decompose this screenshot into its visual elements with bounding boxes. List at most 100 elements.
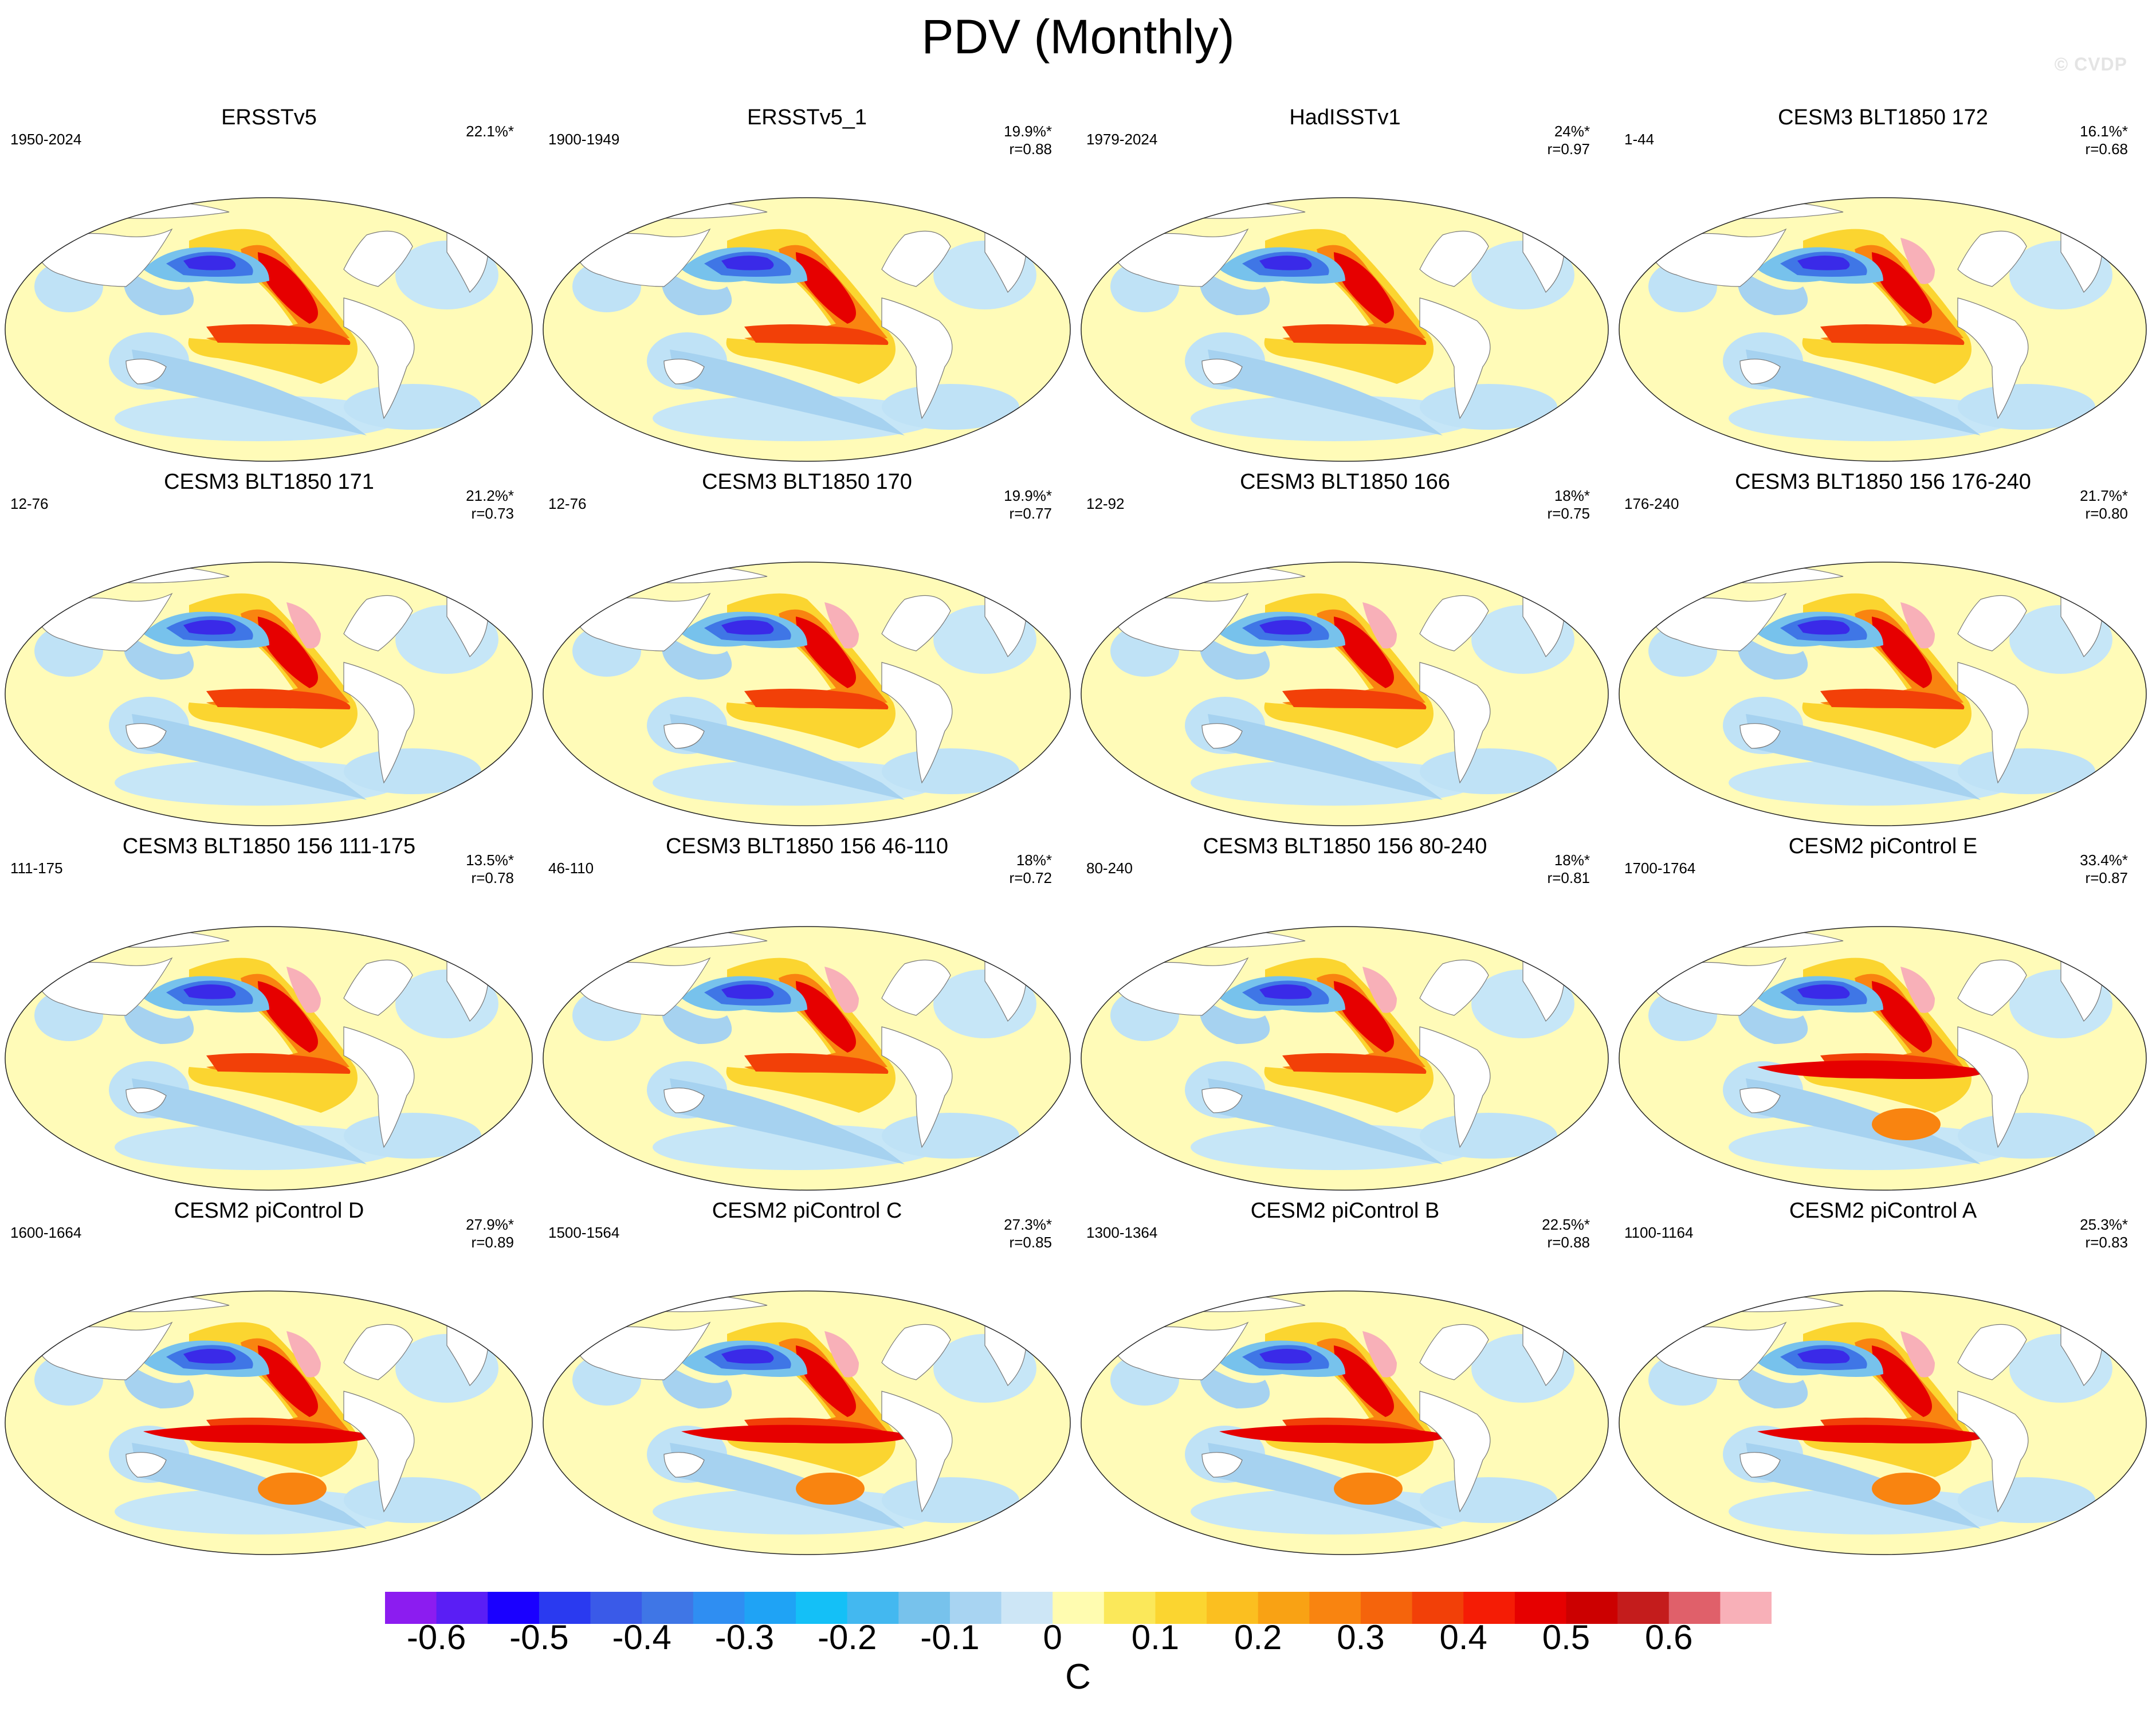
anomaly-contour xyxy=(1191,395,1477,441)
anomaly-contour xyxy=(1757,1060,1986,1079)
map-panel: CESM3 BLT1850 172 1-44 16.1%* r=0.68 xyxy=(1614,97,2152,462)
colorbar-segment xyxy=(1412,1592,1464,1624)
panel-stats: 27.9%* r=0.89 xyxy=(466,1216,514,1251)
colorbar-tick-label: 0.2 xyxy=(1234,1618,1282,1657)
anomaly-contour xyxy=(1729,1124,2015,1170)
variance-explained: 18%* xyxy=(1016,851,1052,869)
pattern-correlation: r=0.88 xyxy=(1009,140,1052,158)
colorbar-segment xyxy=(1309,1592,1361,1624)
panel-title: CESM3 BLT1850 156 176-240 xyxy=(1735,470,2031,494)
anomaly-contour xyxy=(662,634,732,680)
colorbar-segment xyxy=(1617,1592,1670,1624)
panel-stats: 21.7%* r=0.80 xyxy=(2080,487,2128,523)
anomaly-contour xyxy=(1420,384,1557,430)
anomaly-contour xyxy=(258,617,318,688)
panel-stats: 22.1%* xyxy=(466,123,514,140)
colorbar xyxy=(385,1592,1772,1624)
anomaly-contour xyxy=(1334,1473,1403,1505)
panel-title: CESM2 piControl C xyxy=(712,1199,902,1223)
anomaly-contour xyxy=(744,324,889,345)
anomaly-contour xyxy=(662,998,732,1044)
panel-title: CESM2 piControl B xyxy=(1250,1199,1440,1223)
map-panel: ERSSTv5 1950-2024 22.1%* xyxy=(0,97,538,462)
anomaly-contour xyxy=(183,1349,236,1364)
pattern-correlation: r=0.89 xyxy=(471,1234,514,1251)
anomaly-contour xyxy=(1264,593,1434,748)
land-mask xyxy=(1957,959,2027,1016)
variance-explained: 33.4%* xyxy=(2080,851,2128,869)
panel-stats: 18%* r=0.75 xyxy=(1548,487,1590,523)
panel-title: CESM3 BLT1850 156 111-175 xyxy=(122,834,416,858)
colorbar-tick-label: 0.6 xyxy=(1645,1618,1693,1657)
map-outline xyxy=(543,1290,1071,1555)
map-panel: CESM2 piControl D 1600-1664 27.9%* r=0.89 xyxy=(0,1191,538,1555)
colorbar-segment xyxy=(796,1592,848,1624)
map-outline xyxy=(1081,926,1609,1191)
map-outline xyxy=(543,926,1071,1191)
colorbar-tick-label: -0.4 xyxy=(612,1618,671,1657)
anomaly-contour xyxy=(796,1473,865,1505)
anomaly-contour xyxy=(882,1113,1019,1159)
pattern-correlation: r=0.80 xyxy=(2085,505,2128,522)
map-panel: CESM3 BLT1850 166 12-92 18%* r=0.75 xyxy=(1076,462,1614,826)
anomaly-contour xyxy=(721,620,774,635)
pattern-correlation: r=0.77 xyxy=(1009,505,1052,522)
colorbar-segment xyxy=(1566,1592,1618,1624)
anomaly-contour xyxy=(344,748,481,794)
anomaly-contour xyxy=(344,384,481,430)
colorbar-segment xyxy=(1103,1592,1156,1624)
anomaly-contour xyxy=(1746,1078,1981,1164)
anomaly-contour xyxy=(1738,269,1808,315)
variance-explained: 16.1%* xyxy=(2080,123,2128,140)
land-mask xyxy=(343,1391,415,1513)
anomaly-contour xyxy=(1872,1108,1941,1140)
anomaly-contour xyxy=(1738,998,1808,1044)
anomaly-contour xyxy=(1872,981,1932,1053)
anomaly-contour xyxy=(115,1489,401,1535)
map-panel: CESM3 BLT1850 170 12-76 19.9%* r=0.77 xyxy=(538,462,1076,826)
colorbar-segment xyxy=(1463,1592,1515,1624)
anomaly-contour xyxy=(1738,634,1808,680)
anomaly-contour xyxy=(1746,714,1981,800)
anomaly-contour xyxy=(1259,984,1312,999)
pattern-correlation: r=0.83 xyxy=(2085,1234,2128,1251)
anomaly-contour xyxy=(824,967,859,1013)
anomaly-contour xyxy=(124,269,194,315)
map-panel: CESM3 BLT1850 156 46-110 46-110 18%* r=0.72 xyxy=(538,826,1076,1191)
anomaly-contour xyxy=(1820,324,1965,345)
pdv-map xyxy=(5,562,533,826)
anomaly-contour xyxy=(1900,238,1935,284)
map-panel: CESM2 piControl A 1100-1164 25.3%* r=0.83 xyxy=(1614,1191,2152,1555)
anomaly-contour xyxy=(183,256,236,270)
panel-years: 1900-1949 xyxy=(548,131,620,148)
colorbar-tick-label: -0.3 xyxy=(714,1618,775,1657)
pattern-correlation: r=0.78 xyxy=(471,869,514,886)
pattern-correlation: r=0.88 xyxy=(1547,1234,1590,1251)
panel-title: CESM2 piControl D xyxy=(174,1199,364,1223)
panel-years: 1-44 xyxy=(1624,131,1655,148)
land-mask xyxy=(1739,359,1781,384)
land-mask xyxy=(1201,1452,1243,1478)
variance-explained: 21.7%* xyxy=(2080,487,2128,504)
panel-title: HadISSTv1 xyxy=(1289,105,1401,129)
pdv-map xyxy=(1081,197,1609,462)
land-mask xyxy=(125,723,167,749)
variance-explained: 19.9%* xyxy=(1004,487,1052,504)
panel-stats: 19.9%* r=0.88 xyxy=(1004,123,1052,158)
colorbar-segment xyxy=(898,1592,951,1624)
anomaly-contour xyxy=(744,689,889,709)
anomaly-contour xyxy=(1334,617,1394,688)
anomaly-contour xyxy=(1334,1345,1394,1417)
anomaly-contour xyxy=(796,1345,856,1417)
land-mask xyxy=(1201,359,1243,384)
land-mask xyxy=(343,662,415,784)
map-panel: CESM2 piControl E 1700-1764 33.4%* r=0.87 xyxy=(1614,826,2152,1191)
pdv-map xyxy=(1619,1290,2147,1555)
anomaly-contour xyxy=(744,1053,889,1074)
colorbar-segment xyxy=(949,1592,1002,1624)
anomaly-contour xyxy=(1259,620,1312,635)
panel-title: CESM3 BLT1850 156 46-110 xyxy=(666,834,948,858)
land-mask xyxy=(343,1324,413,1380)
anomaly-contour xyxy=(1264,229,1434,384)
anomaly-contour xyxy=(721,1349,774,1364)
